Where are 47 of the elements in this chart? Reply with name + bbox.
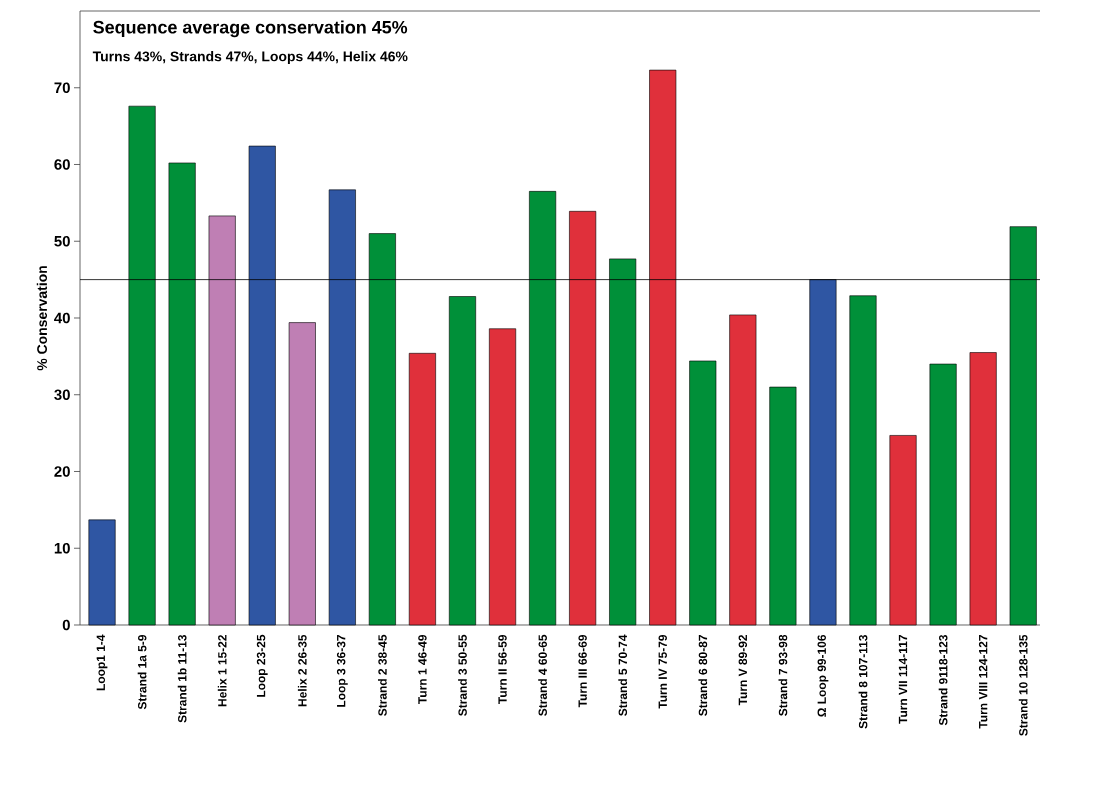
x-tick-label: Turn 1 46-49 xyxy=(418,634,427,704)
x-tick-label: Turn III 66-69 xyxy=(578,634,587,708)
x-tick-label: Strand 5 70-74 xyxy=(618,634,628,716)
x-tick-label: Helix 1 15-22 xyxy=(217,635,227,707)
x-tick-label: Turn V 89-92 xyxy=(738,635,748,706)
y-tick-label: 20 xyxy=(54,466,70,477)
bar xyxy=(969,352,997,626)
y-tick-label: 70 xyxy=(54,82,70,94)
bar xyxy=(889,435,917,626)
y-tick-label: 60 xyxy=(54,159,70,170)
x-tick-label: Strand 4 60-65 xyxy=(538,634,547,716)
x-tick-label: Turn IV 75-79 xyxy=(658,634,667,709)
x-tick-label: Turn II 56-59 xyxy=(498,634,507,704)
y-axis-title: % Conservation xyxy=(36,266,48,371)
x-tick-label: Strand 10 128-135 xyxy=(1018,634,1028,736)
x-tick-label: Turn VIII 124-127 xyxy=(978,635,988,729)
bar xyxy=(288,322,316,626)
y-tick-label: 0 xyxy=(62,619,70,631)
x-tick-label: Strand 1b 11-13 xyxy=(177,634,187,723)
x-tick-label: Strand 2 38-45 xyxy=(377,634,387,716)
x-tick-label: Strand 8 107-113 xyxy=(858,634,868,729)
x-tick-label: Strand 9118-123 xyxy=(938,634,948,726)
x-tick-label: Strand 6 80-87 xyxy=(698,635,708,716)
bar xyxy=(769,386,797,626)
x-tick-label: Helix 2 26-35 xyxy=(297,634,307,707)
x-tick-label: Loop 23-25 xyxy=(256,634,268,697)
text: Turns 43%, Strands 47%, Loops 44%, Helix 46% xyxy=(92,51,408,65)
chart-title: Sequence average conservation 45% xyxy=(93,20,408,38)
y-tick-label: 40 xyxy=(54,312,70,324)
bar xyxy=(408,353,436,626)
x-tick-label: Strand 3 50-55 xyxy=(458,634,467,716)
x-tick-label: Strand 7 93-98 xyxy=(778,634,788,716)
y-tick-label: 30 xyxy=(54,389,70,401)
x-tick-label: Turn VII 114-117 xyxy=(898,635,908,724)
bar xyxy=(929,363,957,626)
x-tick-label: Loop1 1-4 xyxy=(96,634,108,691)
bar xyxy=(448,296,476,626)
bar xyxy=(489,328,517,626)
bar xyxy=(689,360,717,626)
y-tick-label: 50 xyxy=(54,235,70,247)
bar xyxy=(849,295,877,626)
y-tick-label: 10 xyxy=(54,542,70,554)
bar xyxy=(88,519,116,626)
x-tick-label: Ω Loop 99-106 xyxy=(817,634,829,717)
x-tick-label: Strand 1a 5-9 xyxy=(137,634,147,710)
x-tick-label: Loop 3 36-37 xyxy=(336,635,348,707)
bar xyxy=(729,314,757,626)
